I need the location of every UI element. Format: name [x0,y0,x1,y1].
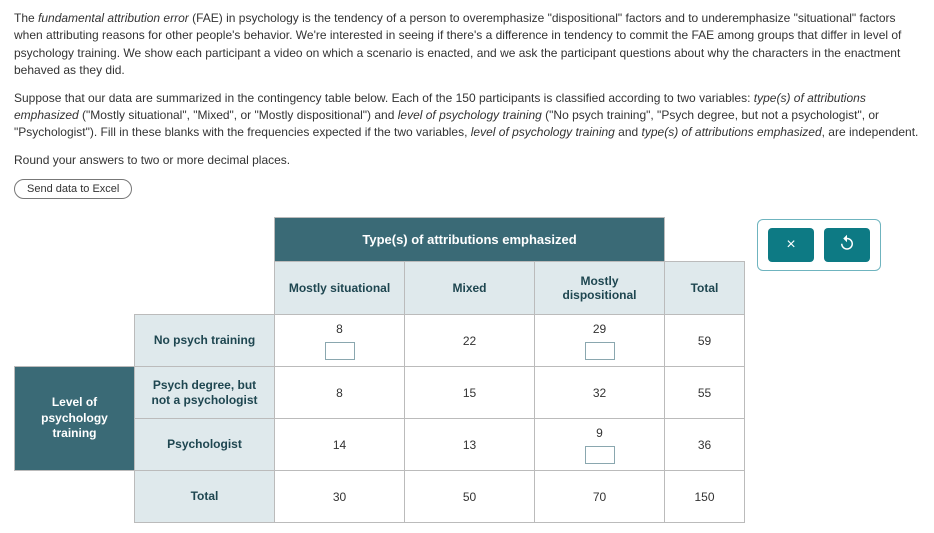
contingency-table-wrap: Type(s) of attributions emphasized Mostl… [14,217,745,523]
row-total: 36 [698,438,711,452]
col-header-total: Total [665,262,745,315]
text-italic: level of psychology training [471,125,615,139]
col-header-dispositional: Mostly dispositional [535,262,665,315]
cell-r2-total: 55 [665,367,745,419]
observed-value: 8 [336,386,343,400]
blank-cell [15,471,135,523]
col-header-situational: Mostly situational [275,262,405,315]
cell-total-c1: 30 [275,471,405,523]
observed-value: 8 [336,322,343,336]
cell-r1c1: 8 [275,315,405,367]
cell-r2c2: 15 [405,367,535,419]
col-total: 70 [593,490,606,504]
cell-r1-total: 59 [665,315,745,367]
blank-cell [15,315,135,367]
send-to-excel-button[interactable]: Send data to Excel [14,179,132,199]
cell-grand-total: 150 [665,471,745,523]
reset-button[interactable] [824,228,870,262]
col-group-header: Type(s) of attributions emphasized [275,218,665,262]
col-total: 30 [333,490,346,504]
cell-r2c3: 32 [535,367,665,419]
expected-input-r1c1[interactable] [325,342,355,360]
row-group-header: Level of psychology training [15,367,135,471]
text: The [14,11,38,25]
observed-value: 9 [596,426,603,440]
blank-cell [15,262,275,315]
close-icon: × [786,236,795,254]
text-italic: type(s) of attributions emphasized [642,125,822,139]
blank-cell [15,218,275,262]
text: ("Mostly situational", "Mixed", or "Most… [79,108,398,122]
row-total: 55 [698,386,711,400]
cell-r3c2: 13 [405,419,535,471]
text-italic: level of psychology training [398,108,542,122]
col-header-mixed: Mixed [405,262,535,315]
reset-icon [838,234,856,257]
observed-value: 13 [463,438,476,452]
grand-total: 150 [694,490,714,504]
observed-value: 15 [463,386,476,400]
cell-r2c1: 8 [275,367,405,419]
prompt-paragraph-1: The fundamental attribution error (FAE) … [14,10,920,80]
expected-input-r1c3[interactable] [585,342,615,360]
row-header-total: Total [135,471,275,523]
text: and [615,125,642,139]
cell-r1c2: 22 [405,315,535,367]
observed-value: 14 [333,438,346,452]
row-header-psychologist: Psychologist [135,419,275,471]
observed-value: 22 [463,334,476,348]
prompt-paragraph-3: Round your answers to two or more decima… [14,152,920,169]
blank-cell [665,218,745,262]
prompt-paragraph-2: Suppose that our data are summarized in … [14,90,920,142]
cell-r3-total: 36 [665,419,745,471]
question-prompt: The fundamental attribution error (FAE) … [14,10,920,169]
cell-r3c1: 14 [275,419,405,471]
action-panel: × [757,219,881,271]
row-header-no-psych: No psych training [135,315,275,367]
cell-total-c3: 70 [535,471,665,523]
cell-total-c2: 50 [405,471,535,523]
clear-button[interactable]: × [768,228,814,262]
cell-r3c3: 9 [535,419,665,471]
text: , are independent. [822,125,919,139]
col-total: 50 [463,490,476,504]
row-header-psych-degree: Psych degree, but not a psychologist [135,367,275,419]
row-total: 59 [698,334,711,348]
observed-value: 32 [593,386,606,400]
observed-value: 29 [593,322,606,336]
text: Suppose that our data are summarized in … [14,91,754,105]
expected-input-r3c3[interactable] [585,446,615,464]
cell-r1c3: 29 [535,315,665,367]
text-italic: fundamental attribution error [38,11,189,25]
contingency-table: Type(s) of attributions emphasized Mostl… [14,217,745,523]
